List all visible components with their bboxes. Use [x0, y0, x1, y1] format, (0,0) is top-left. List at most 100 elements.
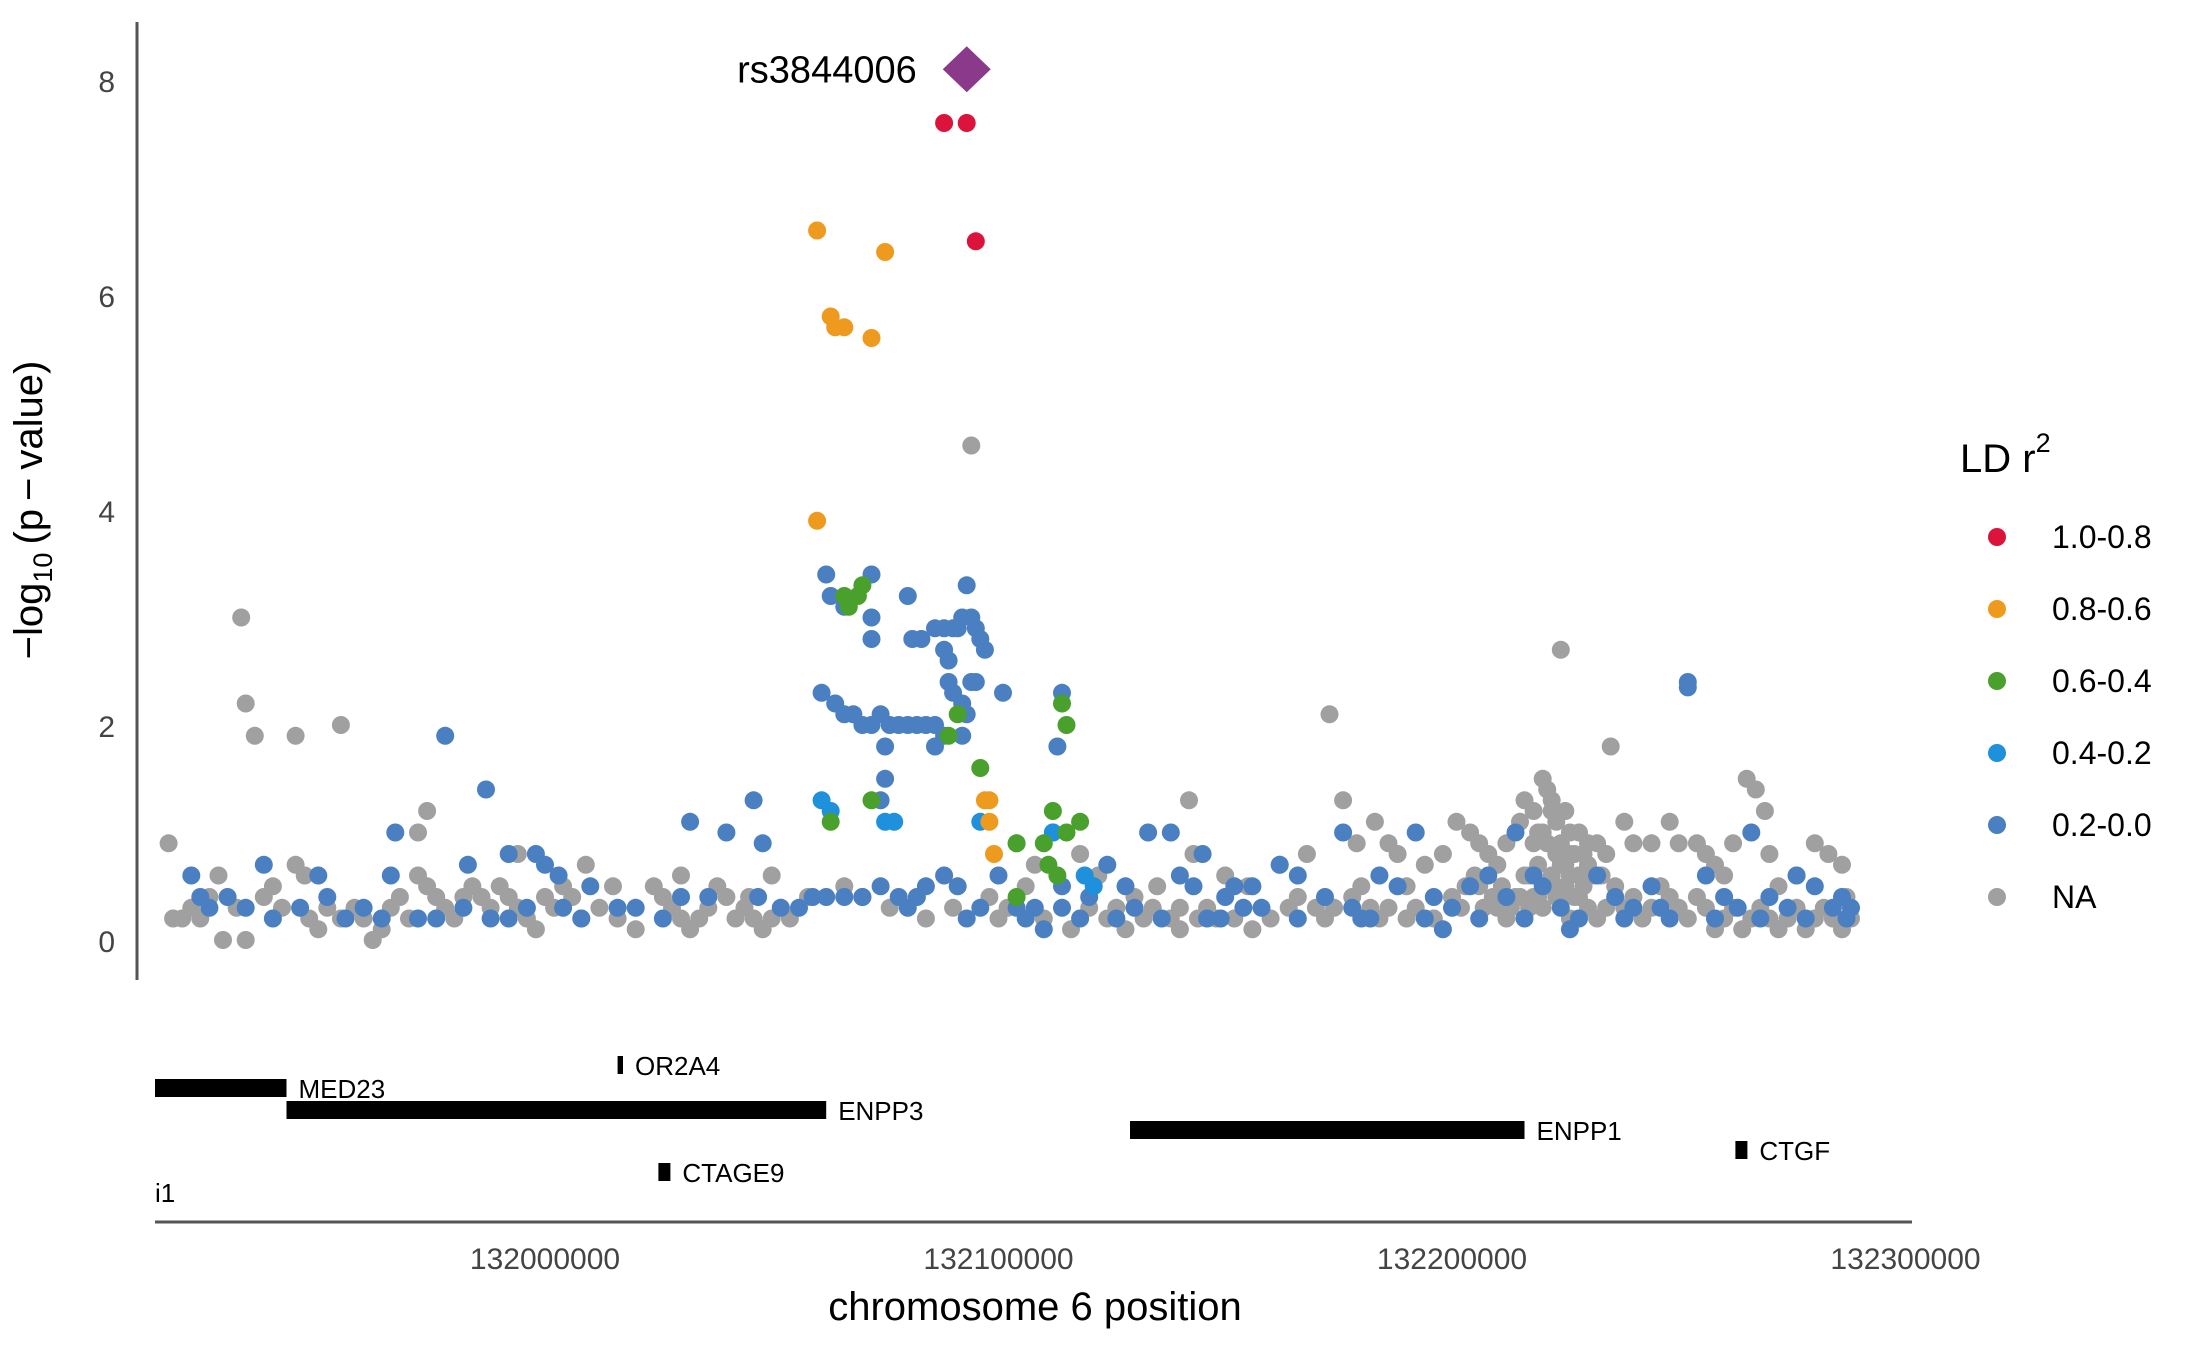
- snp-point: [1297, 845, 1316, 863]
- y-axis-title-rest: (p − value): [7, 361, 51, 545]
- y-tick-label: 2: [98, 711, 115, 744]
- snp-point: [1515, 909, 1534, 928]
- snp-point: [1125, 898, 1144, 917]
- legend-label: 0.6-0.4: [2052, 663, 2152, 699]
- snp-point: [390, 888, 409, 906]
- legend-title-main: LD r: [1960, 437, 2036, 481]
- snp-point: [916, 909, 935, 928]
- snp-point: [1506, 823, 1525, 842]
- snp-point: [481, 909, 500, 928]
- snp-point: [1334, 791, 1353, 810]
- snp-point: [477, 780, 495, 799]
- legend-key: [1988, 888, 2006, 906]
- x-tick-label: 132300000: [1830, 1243, 1980, 1276]
- snp-point: [418, 802, 437, 820]
- snp-point: [753, 834, 772, 853]
- snp-point: [218, 888, 237, 906]
- snp-point: [604, 877, 622, 896]
- snp-point: [876, 737, 895, 756]
- lead-snp-marker: [942, 46, 991, 93]
- snp-point: [1524, 802, 1543, 820]
- lead-snp-label: rs3844006: [737, 49, 917, 91]
- snp-point: [862, 630, 881, 648]
- snp-point: [608, 898, 627, 917]
- snp-point: [1751, 909, 1770, 928]
- snp-point: [1288, 909, 1307, 928]
- snp-point: [862, 329, 881, 347]
- snp-point: [1365, 812, 1384, 831]
- snp-point: [1170, 866, 1189, 885]
- legend-label: 0.2-0.0: [2052, 807, 2152, 843]
- gene-bar: [155, 1079, 287, 1097]
- snp-point: [1724, 834, 1743, 853]
- snp-point: [1034, 920, 1053, 939]
- snp-point: [263, 877, 282, 896]
- legend-key: [1988, 600, 2006, 618]
- snp-point: [1833, 855, 1851, 874]
- snp-point: [989, 866, 1008, 885]
- snp-point: [935, 114, 954, 132]
- snp-point: [808, 221, 827, 240]
- snp-point: [1556, 802, 1575, 820]
- snp-point: [1388, 845, 1407, 863]
- legend-entries: 1.0-0.8 0.8-0.6 0.6-0.4 0.4-0.2 0.2-0.0 NA: [1988, 519, 2152, 915]
- gene-label: ENPP3: [838, 1096, 923, 1126]
- snp-point: [926, 737, 944, 756]
- snp-point: [1524, 834, 1543, 853]
- snp-point: [1152, 909, 1171, 928]
- snp-point: [1837, 909, 1856, 928]
- snp-point: [1347, 834, 1366, 853]
- snp-point: [681, 812, 700, 831]
- legend-key: [1988, 528, 2006, 546]
- snp-point: [1678, 909, 1697, 928]
- snp-point: [1180, 791, 1198, 810]
- snp-point: [458, 855, 477, 874]
- snp-point: [354, 898, 373, 917]
- snp-point: [1678, 678, 1697, 697]
- snp-point: [1043, 802, 1062, 820]
- snp-point: [1447, 812, 1466, 831]
- legend-title: LD r2: [1960, 428, 2051, 481]
- snp-point: [653, 909, 672, 928]
- snp-point: [971, 759, 990, 777]
- snp-point: [386, 823, 405, 842]
- legend-title-superscript: 2: [2036, 428, 2051, 458]
- snp-point: [236, 694, 255, 713]
- snp-point: [372, 909, 391, 928]
- snp-point: [1225, 877, 1244, 896]
- x-tick-label: 132100000: [923, 1243, 1073, 1276]
- snp-point: [812, 683, 831, 702]
- snp-point: [962, 436, 981, 455]
- snp-point: [803, 888, 822, 906]
- legend: LD r2 1.0-0.8 0.8-0.6 0.6-0.4 0.4-0.2 0.2-0.…: [1960, 428, 2152, 915]
- snp-point: [576, 855, 595, 874]
- snp-point: [1433, 920, 1452, 939]
- gene-bar: [286, 1101, 827, 1119]
- gene-label: ENPP1: [1537, 1116, 1622, 1146]
- snp-point: [980, 812, 999, 831]
- snp-point: [1424, 888, 1443, 906]
- snp-point: [1533, 877, 1552, 896]
- snp-point: [309, 920, 328, 939]
- snp-point: [898, 587, 917, 605]
- snp-point: [1728, 898, 1747, 917]
- gene-label: MED23: [299, 1074, 386, 1104]
- snp-point: [1057, 823, 1076, 842]
- snp-point: [1443, 898, 1461, 917]
- snp-point: [309, 866, 328, 885]
- snp-point: [1760, 845, 1779, 863]
- snp-point: [1270, 855, 1289, 874]
- snp-point: [876, 243, 895, 261]
- snp-point: [1107, 909, 1126, 928]
- snp-point: [835, 888, 854, 906]
- snp-point: [1787, 866, 1806, 885]
- gene-bar: [617, 1056, 623, 1074]
- snp-point: [1048, 737, 1067, 756]
- x-tick-label: 132000000: [470, 1243, 620, 1276]
- snp-point: [1406, 823, 1425, 842]
- snp-point: [1034, 834, 1053, 853]
- snp-point: [717, 823, 736, 842]
- snp-point: [980, 791, 999, 810]
- snp-point: [1007, 888, 1026, 906]
